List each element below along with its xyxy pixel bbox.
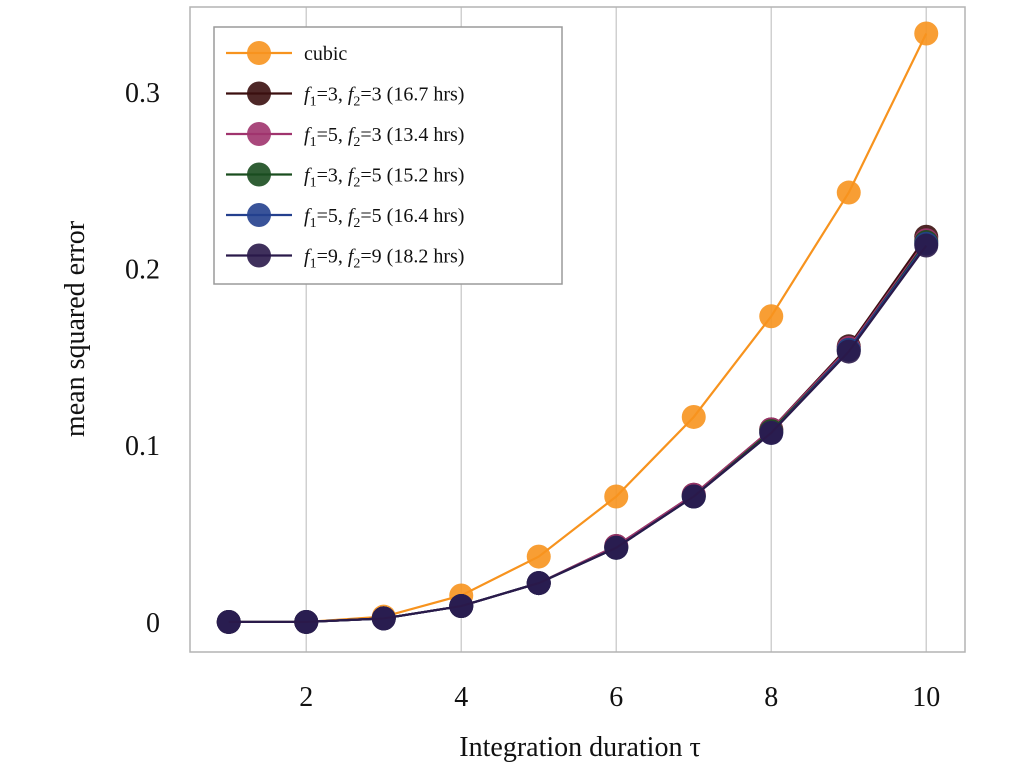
data-point [836, 180, 861, 205]
legend-label: f1=9, f2=9 (18.2 hrs) [304, 246, 464, 272]
legend-box [213, 26, 563, 285]
legend-label: f1=3, f2=5 (15.2 hrs) [304, 165, 464, 191]
x-axis-label: Integration duration τ [459, 732, 700, 763]
y-tick-label: 0 [146, 608, 160, 639]
legend: cubic f1=3, f2=3 (16.7 hrs) f1=5, f2=3 (13… [213, 26, 563, 285]
legend-marker [247, 162, 271, 187]
data-point [294, 609, 319, 634]
x-tick-label: 8 [764, 682, 778, 713]
series-4 [216, 231, 939, 634]
y-tick-label: 0.3 [125, 78, 160, 109]
legend-label: f1=5, f2=3 (13.4 hrs) [304, 124, 464, 150]
legend-marker [247, 203, 271, 227]
legend-marker [247, 81, 271, 106]
legend-item: f1=9, f2=9 (18.2 hrs) [226, 243, 464, 272]
series-5 [216, 233, 939, 634]
x-tick-label: 10 [912, 682, 940, 713]
legend-label: cubic [304, 43, 347, 65]
legend-marker [247, 41, 271, 65]
x-tick-label: 4 [454, 682, 468, 713]
data-point [759, 304, 784, 329]
series-layer [216, 21, 939, 634]
data-point [449, 594, 474, 619]
series-1 [216, 224, 939, 634]
data-point [371, 606, 396, 631]
legend-item: f1=3, f2=5 (15.2 hrs) [226, 162, 464, 191]
legend-marker [247, 122, 271, 146]
legend-label: f1=3, f2=3 (16.7 hrs) [304, 84, 464, 110]
data-point [604, 484, 629, 509]
legend-item: f1=3, f2=3 (16.7 hrs) [226, 81, 464, 110]
data-point [681, 404, 706, 429]
legend-label: f1=5, f2=5 (16.4 hrs) [304, 205, 464, 231]
x-tick-label: 6 [609, 682, 623, 713]
data-point [604, 535, 629, 560]
series-line [228, 244, 928, 624]
legend-item: f1=5, f2=3 (13.4 hrs) [226, 122, 464, 150]
data-point [836, 339, 861, 364]
data-point [526, 571, 551, 596]
legend-item: f1=5, f2=5 (16.4 hrs) [226, 203, 464, 231]
x-tick-label: 2 [299, 682, 313, 713]
data-point [914, 21, 939, 46]
data-point [914, 233, 939, 258]
data-point [526, 544, 551, 569]
series-2 [216, 228, 939, 634]
plot-frame [189, 6, 966, 653]
tick-labels: 2 4 6 8 10 0 0.1 0.2 0.3 [125, 78, 940, 713]
data-point [759, 420, 784, 445]
series-3 [216, 230, 939, 634]
y-tick-label: 0.2 [125, 255, 160, 286]
y-axis-label: mean squared error [60, 220, 91, 437]
legend-marker [247, 243, 271, 268]
y-tick-label: 0.1 [125, 431, 160, 462]
legend-item: cubic [226, 41, 347, 65]
data-point [216, 609, 241, 634]
data-point [681, 484, 706, 509]
